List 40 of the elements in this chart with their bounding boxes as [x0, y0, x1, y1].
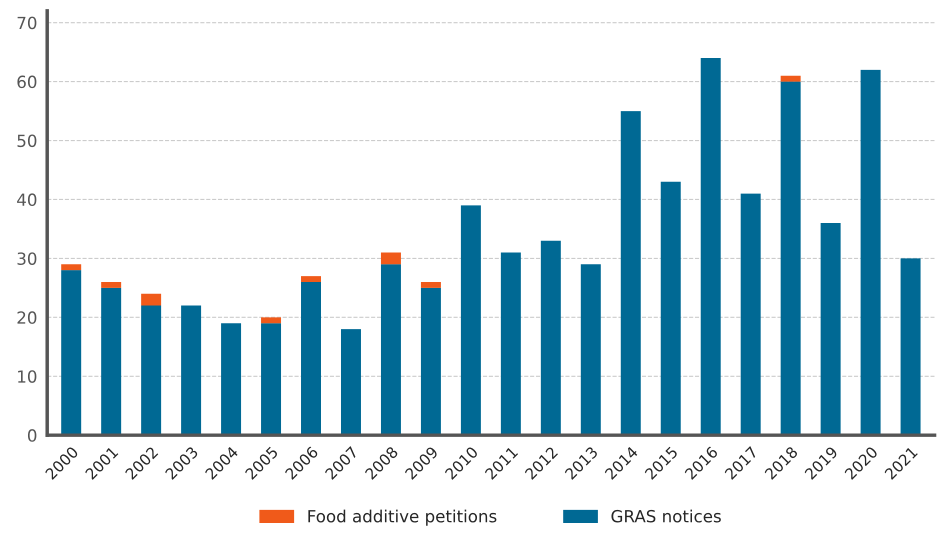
y-tick-label: 10	[18, 370, 36, 383]
bar	[460, 205, 481, 436]
y-tick-label: 30	[18, 252, 36, 265]
bar	[420, 288, 441, 436]
bar	[380, 264, 401, 436]
bar	[340, 329, 361, 436]
legend-label: Food additive petitions	[308, 510, 496, 526]
bar	[141, 294, 162, 306]
bar	[580, 264, 601, 436]
bar	[61, 270, 82, 436]
bar	[700, 58, 721, 436]
bar	[301, 282, 322, 436]
bar	[181, 306, 202, 436]
legend-label: GRAS notices	[611, 510, 721, 523]
bar	[301, 276, 322, 282]
bar	[620, 111, 641, 436]
bar	[780, 82, 801, 436]
bar	[141, 306, 162, 436]
bar	[500, 252, 521, 436]
bar	[740, 194, 761, 436]
y-tick-label: 40	[17, 193, 36, 206]
bar	[101, 288, 122, 436]
bar	[780, 76, 801, 82]
bar	[61, 264, 82, 270]
y-tick-label: 0	[28, 429, 36, 442]
bar	[820, 223, 841, 436]
bar	[540, 240, 561, 436]
bar	[261, 323, 282, 436]
bar	[101, 282, 122, 288]
bar	[420, 282, 441, 288]
bar	[261, 317, 282, 324]
bar	[380, 252, 401, 264]
bar	[660, 182, 681, 436]
bar	[221, 323, 242, 436]
bar	[860, 70, 881, 436]
y-tick-label: 50	[18, 134, 36, 148]
y-tick-label: 70	[18, 16, 36, 30]
bar	[900, 258, 921, 436]
y-tick-label: 20	[17, 311, 36, 324]
y-tick-label: 60	[17, 76, 36, 88]
